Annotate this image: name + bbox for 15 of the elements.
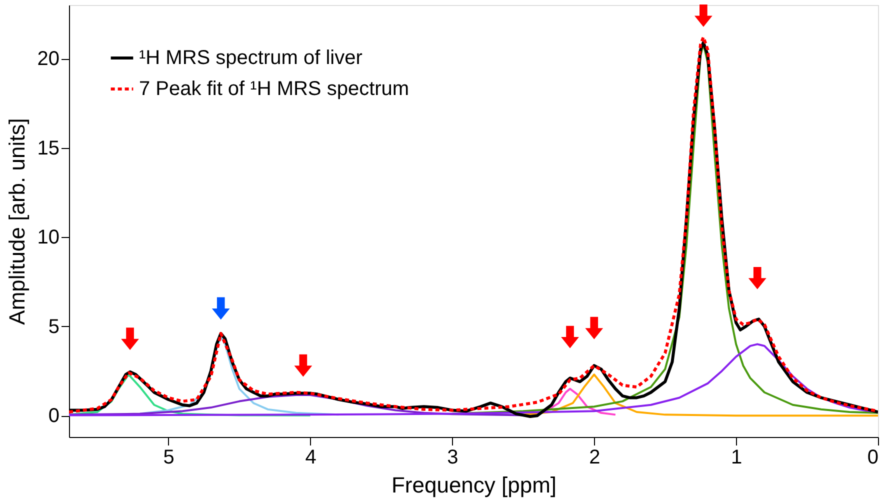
y-axis-title: Amplitude [arb. units] (4, 118, 30, 325)
x-axis-title: Frequency [ppm] (391, 472, 557, 498)
y-tick-label: 20 (37, 48, 60, 70)
x-tick-label: 2 (589, 446, 600, 468)
x-tick-label: 3 (447, 446, 458, 468)
y-tick-label: 5 (48, 316, 60, 338)
y-tick-label: 15 (37, 137, 60, 160)
x-tick-label: 0 (867, 446, 878, 468)
x-tick-label: 1 (731, 446, 742, 468)
x-tick-label: 4 (305, 446, 316, 468)
y-tick-label: 10 (37, 226, 60, 249)
x-tick-label: 5 (163, 446, 174, 468)
y-tick-label: 0 (48, 405, 60, 428)
legend-label: 7 Peak fit of ¹H MRS spectrum (139, 78, 410, 100)
legend-label: ¹H MRS spectrum of liver (139, 47, 363, 69)
